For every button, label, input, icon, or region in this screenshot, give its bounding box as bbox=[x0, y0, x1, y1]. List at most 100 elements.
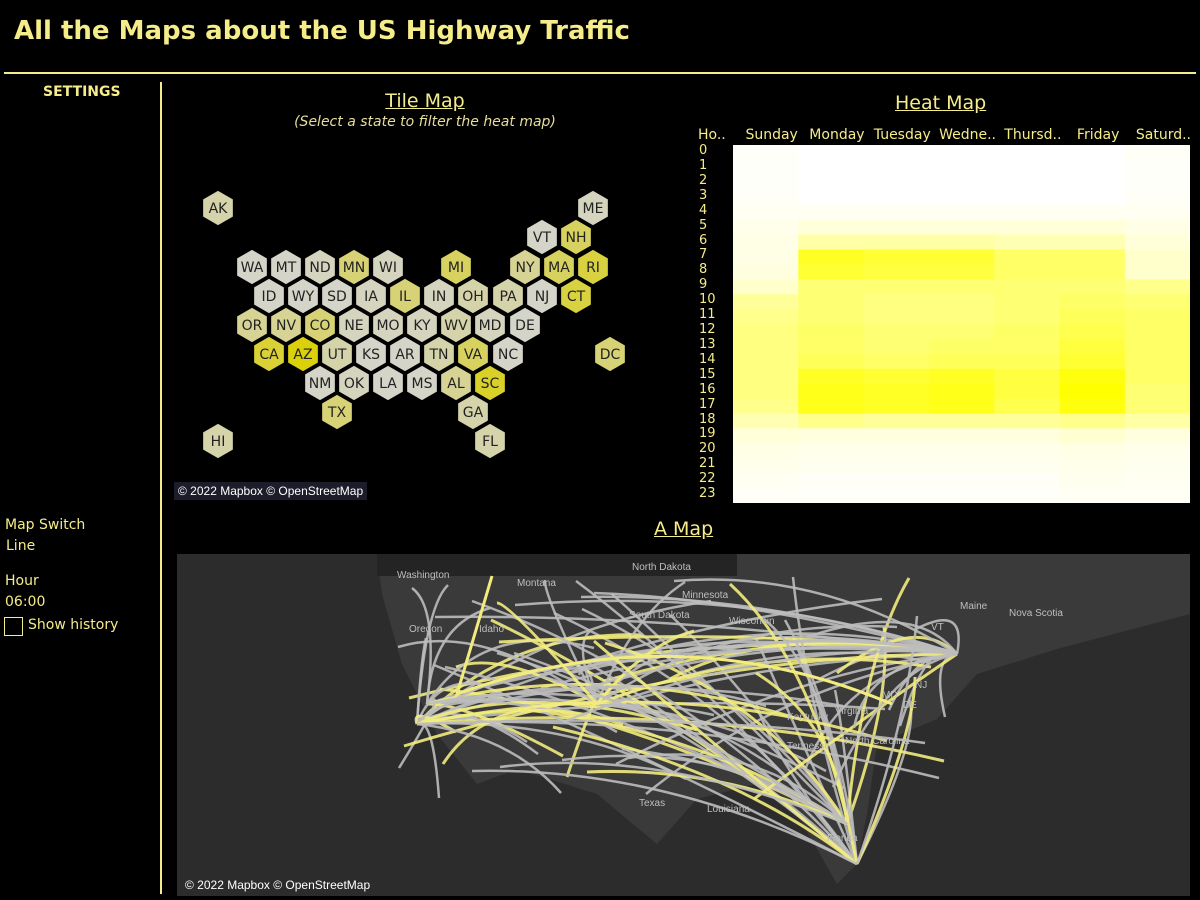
heat-cell[interactable] bbox=[928, 428, 995, 444]
heat-cell[interactable] bbox=[863, 488, 930, 503]
heat-cell[interactable] bbox=[733, 324, 799, 340]
heat-cell[interactable] bbox=[798, 219, 865, 236]
heat-cell[interactable] bbox=[1059, 249, 1126, 265]
heat-cell[interactable] bbox=[994, 413, 1061, 430]
heat-cell[interactable] bbox=[1124, 458, 1190, 474]
state-hex[interactable] bbox=[456, 393, 490, 431]
heat-cell[interactable] bbox=[994, 309, 1061, 325]
state-hex[interactable] bbox=[320, 335, 354, 373]
heat-cell[interactable] bbox=[733, 309, 799, 325]
heat-cell[interactable] bbox=[994, 488, 1061, 503]
state-tile-ri[interactable]: RI bbox=[576, 248, 610, 286]
state-tile-hi[interactable]: HI bbox=[201, 422, 235, 460]
heat-cell[interactable] bbox=[994, 458, 1061, 474]
state-tile-mi[interactable]: MI bbox=[439, 248, 473, 286]
heat-cell[interactable] bbox=[863, 234, 930, 251]
heat-cell[interactable] bbox=[928, 189, 995, 206]
heat-cell[interactable] bbox=[798, 368, 865, 385]
heat-cell[interactable] bbox=[733, 249, 799, 265]
heat-cell[interactable] bbox=[1059, 145, 1126, 161]
state-tile-ga[interactable]: GA bbox=[456, 393, 490, 431]
state-tile-ok[interactable]: OK bbox=[337, 364, 371, 402]
heat-cell[interactable] bbox=[863, 398, 930, 415]
heat-cell[interactable] bbox=[863, 309, 930, 325]
heat-cell[interactable] bbox=[798, 383, 865, 400]
hour-slider-value[interactable]: 06:00 bbox=[5, 594, 46, 610]
heat-cell[interactable] bbox=[733, 294, 799, 310]
heat-cell[interactable] bbox=[994, 368, 1061, 385]
state-hex[interactable] bbox=[576, 189, 610, 227]
heat-cell[interactable] bbox=[863, 324, 930, 340]
state-tile-ne[interactable]: NE bbox=[337, 306, 371, 344]
heat-cell[interactable] bbox=[928, 353, 995, 370]
heat-cell[interactable] bbox=[733, 413, 799, 430]
state-tile-sc[interactable]: SC bbox=[473, 364, 507, 402]
heat-cell[interactable] bbox=[1124, 443, 1190, 459]
heat-cell[interactable] bbox=[1124, 428, 1190, 444]
state-hex[interactable] bbox=[337, 364, 371, 402]
heat-cell[interactable] bbox=[1059, 368, 1126, 385]
state-tile-ky[interactable]: KY bbox=[405, 306, 439, 344]
state-hex[interactable] bbox=[354, 335, 388, 373]
state-hex[interactable] bbox=[337, 248, 371, 286]
state-hex[interactable] bbox=[491, 335, 525, 373]
heat-cell[interactable] bbox=[1059, 294, 1126, 310]
state-tile-mo[interactable]: MO bbox=[371, 306, 405, 344]
heat-cell[interactable] bbox=[1124, 249, 1190, 265]
state-tile-la[interactable]: LA bbox=[371, 364, 405, 402]
state-hex[interactable] bbox=[320, 277, 354, 315]
heat-cell[interactable] bbox=[928, 398, 995, 415]
state-tile-or[interactable]: OR bbox=[235, 306, 269, 344]
heat-cell[interactable] bbox=[733, 473, 799, 489]
heat-cell[interactable] bbox=[1059, 324, 1126, 340]
state-hex[interactable] bbox=[371, 364, 405, 402]
state-hex[interactable] bbox=[388, 277, 422, 315]
heat-cell[interactable] bbox=[863, 219, 930, 236]
heat-cell[interactable] bbox=[994, 338, 1061, 355]
heat-cell[interactable] bbox=[1059, 428, 1126, 444]
heat-cell[interactable] bbox=[798, 473, 865, 489]
heat-cell[interactable] bbox=[994, 353, 1061, 370]
state-hex[interactable] bbox=[303, 248, 337, 286]
heat-cell[interactable] bbox=[1124, 488, 1190, 503]
heat-cell[interactable] bbox=[1059, 159, 1126, 176]
heat-cell[interactable] bbox=[1124, 204, 1190, 221]
heat-cell[interactable] bbox=[1124, 383, 1190, 400]
state-hex[interactable] bbox=[235, 248, 269, 286]
heat-cell[interactable] bbox=[1059, 458, 1126, 474]
heat-cell[interactable] bbox=[863, 279, 930, 295]
state-hex[interactable] bbox=[303, 306, 337, 344]
state-tile-wa[interactable]: WA bbox=[235, 248, 269, 286]
heat-cell[interactable] bbox=[798, 279, 865, 295]
state-tile-il[interactable]: IL bbox=[388, 277, 422, 315]
heat-cell[interactable] bbox=[1059, 219, 1126, 236]
state-tile-az[interactable]: AZ bbox=[286, 335, 320, 373]
state-hex[interactable] bbox=[456, 277, 490, 315]
heat-cell[interactable] bbox=[994, 159, 1061, 176]
heat-cell[interactable] bbox=[928, 324, 995, 340]
state-tile-va[interactable]: VA bbox=[456, 335, 490, 373]
state-tile-nv[interactable]: NV bbox=[269, 306, 303, 344]
heat-cell[interactable] bbox=[1059, 189, 1126, 206]
state-hex[interactable] bbox=[269, 306, 303, 344]
state-tile-ny[interactable]: NY bbox=[508, 248, 542, 286]
heat-cell[interactable] bbox=[733, 338, 799, 355]
state-tile-md[interactable]: MD bbox=[473, 306, 507, 344]
state-hex[interactable] bbox=[525, 277, 559, 315]
heat-cell[interactable] bbox=[994, 234, 1061, 251]
heat-cell[interactable] bbox=[928, 159, 995, 176]
state-tile-co[interactable]: CO bbox=[303, 306, 337, 344]
heat-cell[interactable] bbox=[798, 234, 865, 251]
heat-cell[interactable] bbox=[733, 174, 799, 191]
heat-cell[interactable] bbox=[863, 249, 930, 265]
state-hex[interactable] bbox=[405, 306, 439, 344]
state-tile-ca[interactable]: CA bbox=[252, 335, 286, 373]
heat-cell[interactable] bbox=[733, 219, 799, 236]
heat-cell[interactable] bbox=[928, 234, 995, 251]
heat-cell[interactable] bbox=[798, 159, 865, 176]
heat-cell[interactable] bbox=[994, 249, 1061, 265]
heat-cell[interactable] bbox=[1059, 443, 1126, 459]
heat-cell[interactable] bbox=[733, 159, 799, 176]
heat-cell[interactable] bbox=[928, 204, 995, 221]
state-tile-ia[interactable]: IA bbox=[354, 277, 388, 315]
